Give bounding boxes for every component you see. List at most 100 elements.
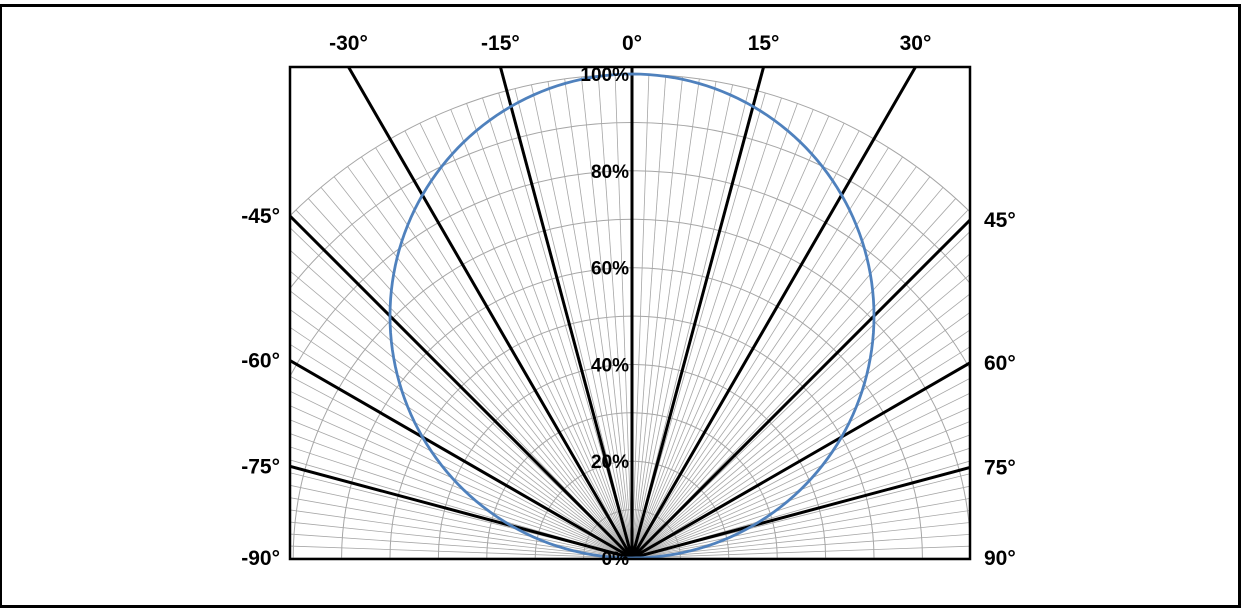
major-angle-line [631,361,970,559]
angle-tick-labels: -30° -15° 0° 15° 30° -45° -60° -75° -90° 45° 60° 75… [241,32,1016,570]
major-angle-line [290,464,633,559]
grid-spoke [482,97,633,559]
angle-tick-label: 75° [984,456,1016,479]
radial-tick-labels: 0% 20% 40% 60% 80% 100% [580,65,629,570]
grid-spoke [290,375,633,559]
grid-spoke [631,186,944,559]
grid-spoke [631,176,931,559]
radial-tick-label: 20% [591,452,629,473]
grid-spoke [631,103,798,559]
plot-area [290,67,970,559]
outer-border [0,4,1241,608]
major-angle-line [290,214,634,559]
series-layer [388,72,876,559]
grid-spoke [614,74,633,559]
grid-spoke [564,78,633,559]
angle-tick-label: 30° [900,32,932,55]
radial-tick-label: 60% [591,259,629,280]
grid-spoke [631,122,845,559]
grid-spoke [530,84,633,559]
grid-spoke [347,166,633,559]
grid-spoke [290,249,633,559]
angle-tick-label: -90° [241,547,280,570]
grid-spoke [375,147,633,559]
grid-spoke [631,78,700,559]
grid-spoke [631,485,970,559]
grid-spoke [290,446,633,559]
angle-tick-label: 90° [984,547,1016,570]
angle-tick-label: 60° [984,352,1016,375]
major-angle-line [630,67,917,559]
angle-tick-label: -30° [329,32,368,55]
major-angle-line [631,465,970,559]
grid-spoke [631,109,814,559]
grid-spoke [631,447,970,559]
plot-border [288,65,972,561]
angle-tick-label: -45° [241,205,280,228]
grid-spoke [631,156,903,559]
grid-spoke [290,343,633,559]
angle-tick-label: -60° [241,350,280,373]
major-angle-line [347,67,634,559]
grid-spoke [290,509,633,559]
grid-spoke [631,346,970,559]
grid-spoke [290,433,633,559]
grid-spoke [290,309,633,559]
grid-spoke [631,147,889,559]
grid-spoke [631,130,860,559]
grid-spoke [307,198,633,559]
grid-spoke [631,253,970,559]
grid-spoke [290,405,633,559]
grid-spoke [631,377,970,559]
major-angle-lines [290,67,970,559]
grid-spoke [290,545,633,559]
grid-spoke [333,176,633,559]
grid-spoke [581,76,633,559]
grid-spoke [434,115,633,559]
grid-spoke [631,329,970,559]
grid-spoke [320,186,633,559]
grid-spoke [631,76,683,559]
grid-spoke [631,84,734,559]
grid-spoke [631,115,830,559]
grid-spoke [631,510,970,559]
grid-spoke [631,421,970,559]
grid-spoke [631,74,650,559]
grid-spoke [631,434,970,559]
grid-spoke [631,293,970,559]
grid-spoke [547,81,633,559]
grid-spoke [290,521,633,559]
grid-spoke [631,273,970,559]
grid-spoke [290,484,633,559]
grid-spoke [631,166,917,559]
grid-spoke [631,407,970,559]
radial-tick-label: 0% [602,549,630,570]
major-angle-line [498,67,634,559]
angle-tick-label: -75° [241,455,280,478]
grid-spoke [631,522,970,559]
series-line [388,72,876,559]
angle-tick-label: 0° [622,32,642,55]
angle-tick-label: 15° [748,32,780,55]
radial-tick-label: 80% [591,162,629,183]
grid-spoke [450,109,633,559]
grid-spoke [290,326,633,559]
angle-tick-label: -15° [481,32,520,55]
grid-spoke [290,419,633,559]
grid-spoke [631,545,970,559]
grid-spoke [631,392,970,559]
radial-tick-label: 40% [591,355,629,376]
grid-spoke [631,533,970,559]
grid-spoke [631,75,667,559]
major-angle-line [290,359,633,559]
angle-tick-label: 45° [984,209,1016,232]
grid-spoke [404,130,633,559]
grid-spoke [419,122,633,559]
grid-spoke [597,75,633,559]
grid-spoke [631,198,957,559]
grid-spoke [631,81,717,559]
major-angle-line [630,67,766,559]
grid-spoke [290,390,633,559]
